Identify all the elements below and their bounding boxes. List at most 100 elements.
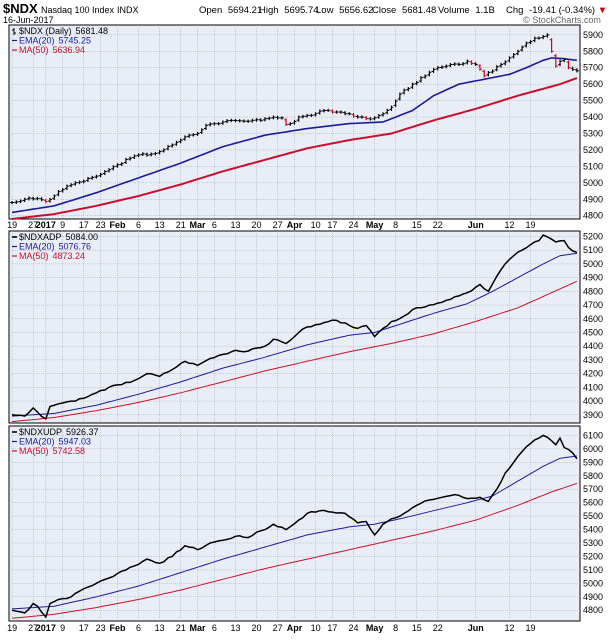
ohlc-bar bbox=[309, 113, 314, 117]
ohlc-bar bbox=[203, 123, 208, 131]
legend-entry: $NDX (Daily) 5681.48 bbox=[19, 26, 108, 36]
ohlc-bar bbox=[195, 131, 200, 136]
ohlc-bar bbox=[296, 115, 301, 122]
ohlc-bar bbox=[326, 108, 331, 113]
chg-value: -19.41 (-0.34%) bbox=[529, 5, 595, 16]
x-tick-label: 13 bbox=[230, 220, 240, 230]
legend-value: 5947.03 bbox=[59, 437, 92, 447]
ohlc-bar bbox=[119, 162, 124, 166]
ohlc-bar bbox=[220, 120, 225, 125]
ohlc-bar bbox=[536, 36, 541, 40]
ohlc-bar bbox=[229, 118, 234, 123]
ohlc-bar bbox=[153, 151, 158, 156]
ohlc-bar bbox=[482, 69, 487, 78]
x-tick-label: Mar bbox=[190, 220, 207, 230]
ohlc-high: High 5695.74 bbox=[259, 5, 319, 16]
ohlc-bar bbox=[448, 62, 453, 68]
ohlc-bar bbox=[123, 157, 128, 164]
x-tick-label: 13 bbox=[155, 623, 165, 633]
legend-entry: MA(50) 5636.94 bbox=[19, 45, 85, 55]
legend-value: 5742.58 bbox=[53, 446, 86, 456]
ohlc-bar bbox=[456, 62, 461, 67]
ohlc-bar bbox=[402, 88, 407, 95]
y-tick-label: 5000 bbox=[583, 178, 603, 188]
y-tick-label: 6100 bbox=[583, 430, 603, 440]
x-tick-label: 15 bbox=[412, 623, 422, 633]
close-value: 5681.48 bbox=[402, 5, 436, 16]
ohlc-bar bbox=[241, 119, 246, 123]
ohlc-bar bbox=[14, 200, 19, 204]
legend: $NDXADP 5084.00 EMA(20) 5076.76 MA(50) 4873.2… bbox=[12, 232, 98, 261]
ohlc-bar bbox=[94, 174, 99, 179]
y-tick-label: 5700 bbox=[583, 63, 603, 73]
x-tick-label: 10 bbox=[311, 220, 321, 230]
ohlc-bar bbox=[90, 175, 95, 180]
ohlc-bar bbox=[128, 156, 133, 161]
y-tick-label: 5100 bbox=[583, 161, 603, 171]
x-tick-label: 12 bbox=[504, 623, 514, 633]
ohlc-bar bbox=[338, 110, 343, 114]
x-tick-label: 15 bbox=[412, 220, 422, 230]
ohlc-bar bbox=[347, 112, 352, 116]
ohlc-bar bbox=[174, 140, 179, 146]
ohlc-bar bbox=[132, 154, 137, 160]
panel-1: 4800 4900 5000 5100 5200 5300 5400 5500 5600 5700… bbox=[8, 24, 603, 221]
ohlc-bar bbox=[69, 183, 74, 188]
y-tick-label: 4900 bbox=[583, 592, 603, 602]
ohlc-bar bbox=[444, 64, 449, 69]
ohlc-bar bbox=[77, 180, 82, 185]
legend-label: MA(50) bbox=[19, 45, 49, 55]
ohlc-bar bbox=[85, 176, 90, 182]
y-tick-label: 5800 bbox=[583, 46, 603, 56]
volume-value: 1.1B bbox=[475, 5, 495, 16]
ohlc-change: Chg -19.41 (-0.34%) ▼ bbox=[506, 5, 607, 16]
ohlc-bar bbox=[300, 114, 305, 119]
open-label: Open bbox=[199, 5, 222, 16]
ohlc-bar bbox=[553, 54, 558, 68]
ohlc-bar bbox=[528, 40, 533, 45]
ohlc-bar bbox=[216, 122, 221, 126]
ohlc-bar bbox=[524, 41, 529, 48]
ohlc-bar bbox=[431, 67, 436, 73]
ohlc-bar bbox=[570, 66, 575, 71]
ma50-line bbox=[12, 280, 578, 423]
y-tick-label: 5900 bbox=[583, 457, 603, 467]
legend-entry: EMA(20) 5745.25 bbox=[19, 36, 91, 46]
legend-label: $NDXUDP bbox=[19, 427, 62, 437]
x-tick-label: Feb bbox=[109, 220, 126, 230]
y-tick-label: 5900 bbox=[583, 30, 603, 40]
ohlc-bar bbox=[111, 165, 116, 171]
legend-entry: EMA(20) 5947.03 bbox=[19, 437, 91, 447]
header-exchange: INDX bbox=[117, 5, 139, 15]
x-tick-label: 27 bbox=[28, 220, 38, 230]
ohlc-bar bbox=[389, 105, 394, 111]
ohlc-bar bbox=[343, 111, 348, 116]
ohlc-bar bbox=[368, 117, 373, 121]
ohlc-bar bbox=[351, 112, 356, 118]
legend-value: 5636.94 bbox=[53, 45, 86, 55]
legend-label: MA(50) bbox=[19, 446, 49, 456]
ohlc-bar bbox=[541, 34, 546, 40]
ma50-line bbox=[11, 77, 578, 220]
ohlc-bar bbox=[18, 199, 23, 204]
x-tick-label: Feb bbox=[109, 623, 126, 633]
ohlc-bar bbox=[549, 38, 554, 53]
y-tick-label: 5200 bbox=[583, 145, 603, 155]
ohlc-bar bbox=[334, 110, 339, 114]
watermark: © StockCharts.com bbox=[523, 15, 601, 25]
ohlc-bar bbox=[178, 138, 183, 144]
y-tick-label: 5200 bbox=[583, 551, 603, 561]
y-tick-label: 5600 bbox=[583, 498, 603, 508]
y-tick-label: 5500 bbox=[583, 96, 603, 106]
x-tick-label: May bbox=[366, 623, 384, 633]
ohlc-volume: Volume 1.1B bbox=[438, 5, 495, 16]
ohlc-bar bbox=[284, 118, 289, 127]
ohlc-bar bbox=[574, 68, 579, 73]
ohlc-bar bbox=[477, 64, 482, 71]
legend: $NDX (Daily) 5681.48 EMA(20) 5745.25 MA(50) 5… bbox=[12, 26, 108, 55]
legend-label: MA(50) bbox=[19, 251, 49, 261]
y-tick-label: 4200 bbox=[583, 369, 603, 379]
y-tick-label: 5000 bbox=[583, 259, 603, 269]
ohlc-bar bbox=[473, 62, 478, 67]
